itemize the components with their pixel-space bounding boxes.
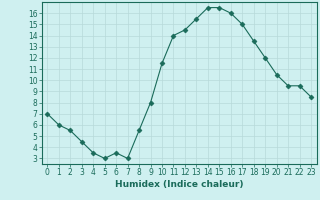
X-axis label: Humidex (Indice chaleur): Humidex (Indice chaleur) xyxy=(115,180,244,189)
